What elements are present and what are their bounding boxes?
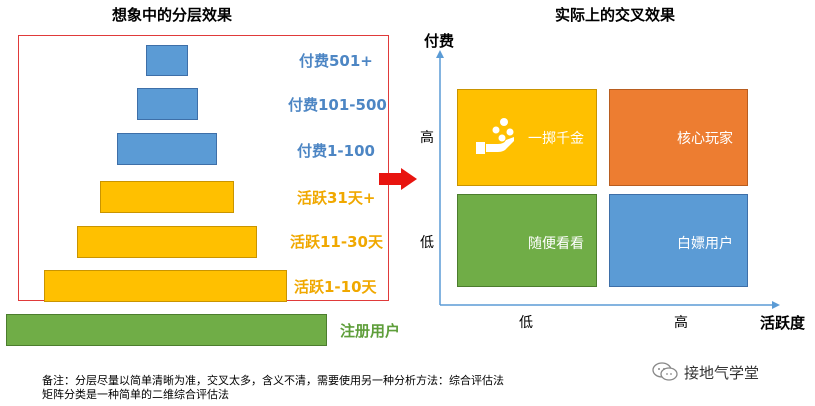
money-hand-icon xyxy=(476,118,514,154)
layer-bar-registered xyxy=(6,314,327,346)
quadrant-label-free-riders: 白嫖用户 xyxy=(677,236,733,252)
left-title: 想象中的分层效果 xyxy=(112,6,233,24)
layer-bar-paid-501 xyxy=(146,45,188,76)
layer-bar-active-1-10 xyxy=(44,270,287,302)
layer-label-active-11-30: 活跃11-30天 xyxy=(290,233,383,251)
layer-label-registered: 注册用户 xyxy=(340,322,401,340)
y-tick-high: 高 xyxy=(420,130,434,146)
quadrant-label-core-players: 核心玩家 xyxy=(677,131,733,147)
x-axis-label: 活跃度 xyxy=(760,314,806,332)
quadrant-high-pay-low-activity: 一掷千金 xyxy=(457,89,597,186)
layer-label-paid-1-100: 付费1-100 xyxy=(297,142,375,160)
y-tick-low: 低 xyxy=(420,235,434,251)
matrix-axes xyxy=(436,50,780,309)
y-axis-label: 付费 xyxy=(424,32,455,50)
right-title: 实际上的交叉效果 xyxy=(555,6,676,24)
quadrant-high-pay-high-activity: 核心玩家 xyxy=(609,89,748,186)
quadrant-low-pay-high-activity: 白嫖用户 xyxy=(609,194,748,287)
brand-watermark: 接地气学堂 xyxy=(652,362,759,383)
layer-bar-paid-101-500 xyxy=(137,88,198,120)
pyramid-frame xyxy=(18,35,389,301)
quadrant-label-spend-lavishly: 一掷千金 xyxy=(528,131,584,147)
right-arrow-icon xyxy=(379,168,417,190)
note-line-1: 备注：分层尽量以简单清晰为准，交叉太多，含义不清，需要使用另一种分析方法：综合评… xyxy=(42,374,504,387)
layer-bar-paid-1-100 xyxy=(117,133,217,165)
layer-label-paid-501: 付费501+ xyxy=(299,52,373,70)
quadrant-low-pay-low-activity: 随便看看 xyxy=(457,194,597,287)
layer-label-paid-101-500: 付费101-500 xyxy=(288,96,387,114)
brand-name: 接地气学堂 xyxy=(684,364,760,382)
x-tick-high: 高 xyxy=(674,315,688,331)
layer-bar-active-11-30 xyxy=(77,226,257,258)
note-line-2: 矩阵分类是一种简单的二维综合评估法 xyxy=(42,388,229,401)
layer-label-active-1-10: 活跃1-10天 xyxy=(294,278,377,296)
layer-bar-active-31 xyxy=(100,181,234,213)
x-tick-low: 低 xyxy=(519,315,533,331)
layer-label-active-31: 活跃31天+ xyxy=(297,189,376,207)
quadrant-label-casual-viewers: 随便看看 xyxy=(528,236,584,252)
wechat-icon xyxy=(652,362,678,381)
